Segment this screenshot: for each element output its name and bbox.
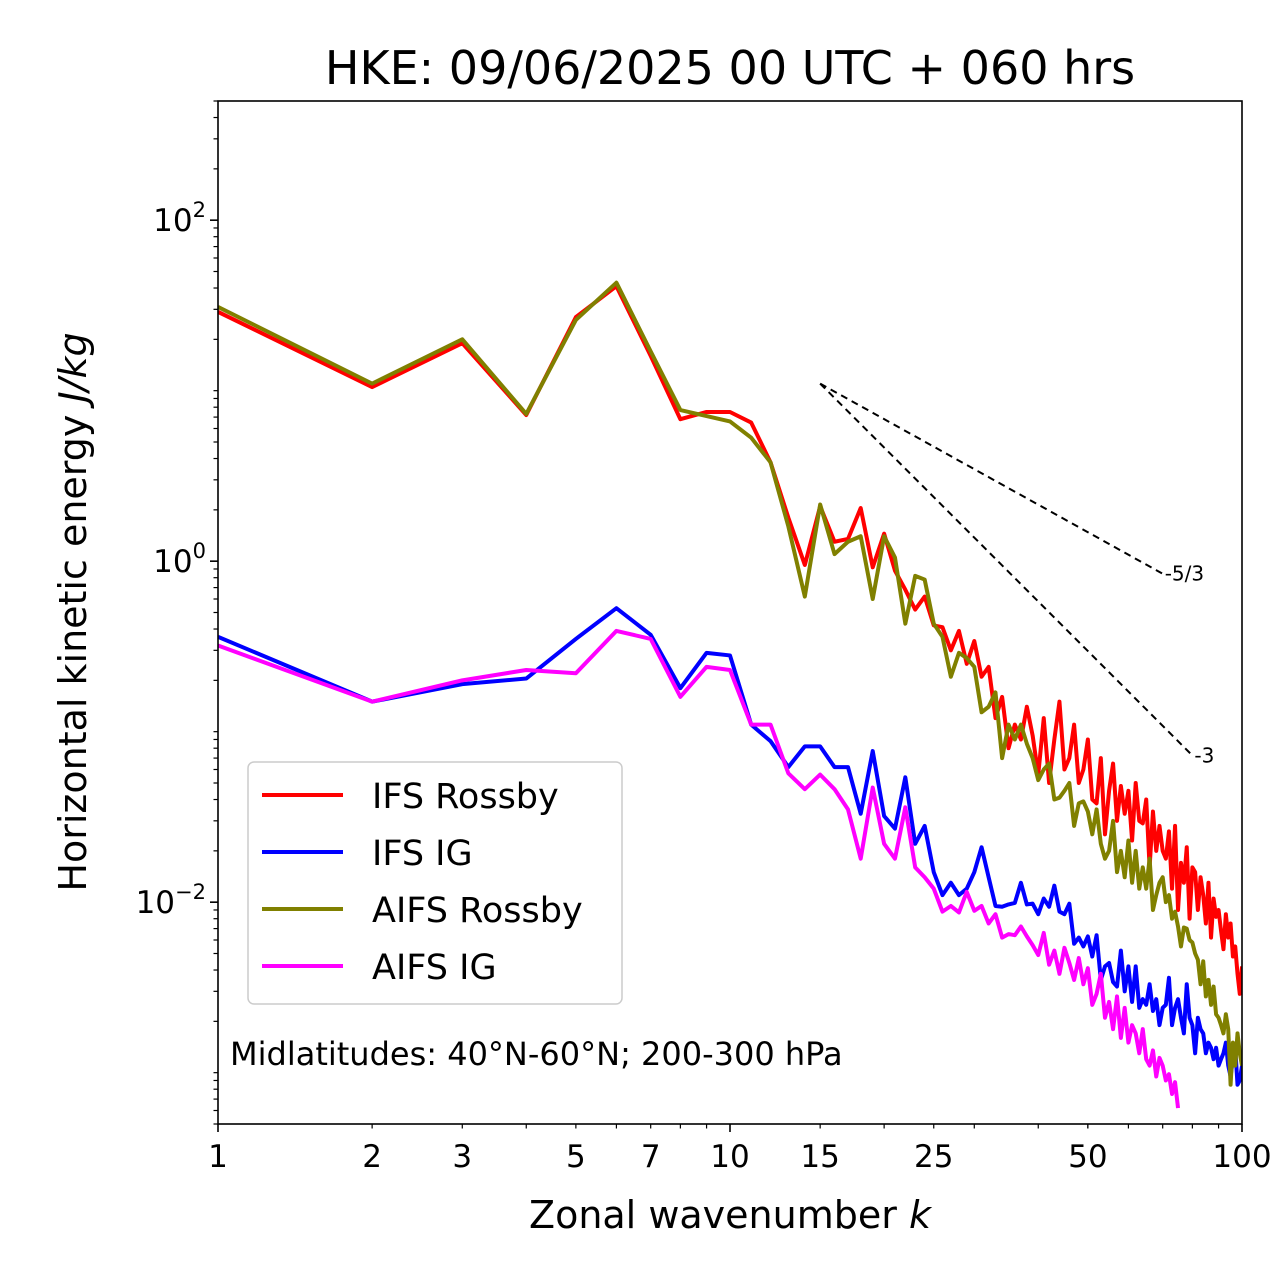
x-tick-label: 1 [208, 1139, 228, 1175]
slope-line-minus-five-thirds [819, 382, 1164, 575]
y-tick-label: 102 [153, 198, 206, 239]
x-axis-title: Zonal wavenumber k [529, 1193, 933, 1237]
y-axis-title-unit: J/kg [51, 332, 95, 409]
x-tick-label: 7 [641, 1139, 661, 1175]
reference-slopes: -5/3 -3 [819, 382, 1214, 767]
y-tick-label: 100 [153, 539, 206, 580]
y-axis: 10−2 100 102 [136, 100, 218, 1125]
series-line-ifs-rossby [218, 284, 1242, 996]
y-axis-title-text: Horizontal kinetic energy [51, 415, 95, 892]
x-tick-label: 10 [710, 1139, 749, 1175]
legend: IFS Rossby IFS IG AIFS Rossby AIFS IG [247, 761, 623, 1005]
legend-items: IFS Rossby IFS IG AIFS Rossby AIFS IG [262, 777, 583, 988]
x-tick-label: 15 [800, 1139, 839, 1175]
x-tick-label: 3 [452, 1139, 472, 1175]
series-line-aifs-rossby [218, 280, 1242, 1087]
slope-line-minus-three [819, 382, 1194, 757]
legend-label-aifs-ig: AIFS IG [372, 948, 497, 988]
y-tick-label: 10−2 [136, 880, 206, 921]
x-tick-label: 50 [1068, 1139, 1107, 1175]
x-axis-title-text: Zonal wavenumber [529, 1193, 897, 1237]
x-tick-label: 25 [914, 1139, 953, 1175]
series-line-aifs-ig [218, 628, 1181, 1109]
slope-label-minus-five-thirds: -5/3 [1165, 562, 1204, 586]
slope-label-minus-three: -3 [1194, 743, 1214, 767]
x-axis: 1 2 3 5 7 10 15 25 50 100 [208, 1124, 1272, 1175]
region-annotation: Midlatitudes: 40°N-60°N; 200-300 hPa [230, 1035, 843, 1073]
series-layer [218, 280, 1242, 1109]
x-tick-label: 100 [1212, 1139, 1271, 1175]
chart-title: HKE: 09/06/2025 00 UTC + 060 hrs [325, 41, 1135, 95]
legend-label-aifs-rossby: AIFS Rossby [372, 891, 583, 931]
x-tick-label: 5 [566, 1139, 586, 1175]
y-axis-title: Horizontal kinetic energy J/kg [51, 332, 95, 891]
x-tick-label: 2 [362, 1139, 382, 1175]
x-axis-title-symbol: k [909, 1193, 933, 1237]
series-line-ifs-ig [218, 606, 1242, 1087]
legend-label-ifs-ig: IFS IG [372, 834, 473, 874]
legend-label-ifs-rossby: IFS Rossby [372, 777, 559, 817]
legend-box [247, 761, 623, 1005]
